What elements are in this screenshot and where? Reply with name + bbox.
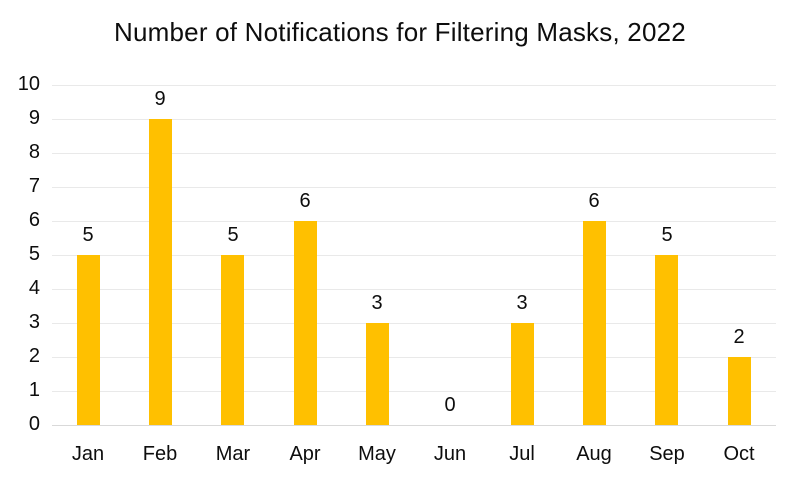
x-axis-label-jan: Jan <box>71 443 105 465</box>
bar-may <box>366 323 389 425</box>
gridline <box>52 153 776 154</box>
gridline <box>52 187 776 188</box>
gridline <box>52 323 776 324</box>
x-axis-label-may: May <box>358 443 396 465</box>
x-axis-label-mar: Mar <box>215 443 251 465</box>
gridline <box>52 85 776 86</box>
bar-apr <box>294 221 317 425</box>
gridline <box>52 255 776 256</box>
gridline <box>52 119 776 120</box>
gridline <box>52 221 776 222</box>
data-label-feb: 9 <box>154 88 166 110</box>
x-axis-line <box>52 425 776 426</box>
data-label-jul: 3 <box>516 292 528 314</box>
y-axis-tick-label: 8 <box>28 141 40 163</box>
y-axis-tick-label: 0 <box>28 413 40 435</box>
bar-aug <box>583 221 606 425</box>
y-axis-tick-label: 3 <box>28 311 40 333</box>
y-axis-tick-label: 5 <box>28 243 40 265</box>
chart-title: Number of Notifications for Filtering Ma… <box>114 17 686 47</box>
y-axis-tick-label: 2 <box>28 345 40 367</box>
y-axis-tick-label: 1 <box>28 379 40 401</box>
x-axis-label-sep: Sep <box>649 443 685 465</box>
y-axis-tick-label: 6 <box>28 209 40 231</box>
data-label-may: 3 <box>371 292 383 314</box>
bar-mar <box>221 255 244 425</box>
bar-jan <box>77 255 100 425</box>
data-label-sep: 5 <box>661 224 673 246</box>
gridline <box>52 289 776 290</box>
x-axis-label-jul: Jul <box>509 443 535 465</box>
y-axis-tick-label: 10 <box>17 73 40 95</box>
x-axis-label-aug: Aug <box>576 443 612 465</box>
gridline <box>52 391 776 392</box>
bar-jul <box>511 323 534 425</box>
bar-feb <box>149 119 172 425</box>
data-label-mar: 5 <box>227 224 239 246</box>
y-axis-tick-label: 7 <box>28 175 40 197</box>
data-label-jan: 5 <box>82 224 94 246</box>
x-axis-label-apr: Apr <box>289 443 321 465</box>
x-axis-label-feb: Feb <box>142 443 178 465</box>
data-label-oct: 2 <box>733 326 745 348</box>
bar-sep <box>655 255 678 425</box>
x-axis-label-oct: Oct <box>723 443 755 465</box>
x-axis-label-jun: Jun <box>433 443 467 465</box>
bar-oct <box>728 357 751 425</box>
data-label-aug: 6 <box>588 190 600 212</box>
data-label-apr: 6 <box>299 190 311 212</box>
y-axis-tick-label: 9 <box>28 107 40 129</box>
y-axis-tick-label: 4 <box>28 277 40 299</box>
data-label-jun: 0 <box>444 394 456 416</box>
gridline <box>52 357 776 358</box>
